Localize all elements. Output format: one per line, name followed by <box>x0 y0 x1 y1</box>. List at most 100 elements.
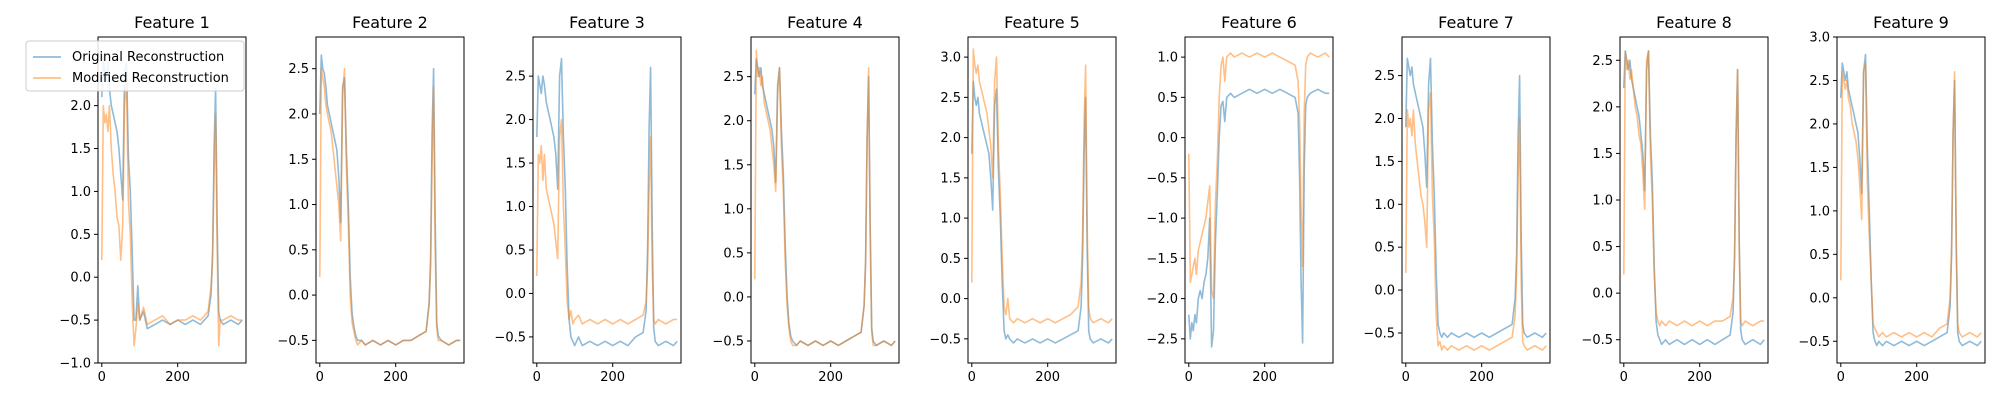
y-tick-label: 0.0 <box>1809 291 1830 306</box>
subplot-title: Feature 1 <box>134 13 210 32</box>
subplot-title: Feature 2 <box>352 13 428 32</box>
y-tick-label: 0.0 <box>1374 284 1395 299</box>
subplot-7: Feature 7 −0.5 0.0 0.5 1.0 1.5 2.0 2.5 0 200 <box>1363 13 1551 385</box>
y-tick-label: 2.5 <box>940 91 961 106</box>
x-tick-label: 200 <box>1035 370 1060 385</box>
x-tick-label: 0 <box>1620 370 1628 385</box>
axes-frame <box>1184 36 1334 364</box>
y-tick-label: 2.0 <box>288 107 309 122</box>
y-tick-label: 2.5 <box>288 62 309 77</box>
x-tick-label: 200 <box>600 370 625 385</box>
y-tick-label: 2.5 <box>1592 54 1613 69</box>
y-tick-label: −1.0 <box>59 357 91 372</box>
y-tick-label: 0.5 <box>1809 248 1830 263</box>
y-tick-label: 1.5 <box>505 157 526 172</box>
y-tick-label: 1.0 <box>505 200 526 215</box>
y-tick-label: −0.5 <box>1798 335 1830 350</box>
y-tick-label: 0.5 <box>723 246 744 261</box>
subplot-6: Feature 6 −2.5 −2.0 −1.5 −1.0 −0.5 0.0 0.5 1.0 0 2… <box>1146 13 1334 385</box>
subplot-title: Feature 9 <box>1873 13 1949 32</box>
x-tick-label: 200 <box>1252 370 1277 385</box>
y-tick-label: 0.5 <box>1592 240 1613 255</box>
y-tick-label: −2.0 <box>1146 292 1178 307</box>
y-tick-label: 1.5 <box>1592 147 1613 162</box>
y-tick-label: −0.5 <box>277 334 309 349</box>
x-tick-label: 0 <box>316 370 324 385</box>
legend-frame <box>25 40 245 92</box>
y-tick-label: 2.0 <box>505 113 526 128</box>
series-modified-line <box>101 79 243 347</box>
y-tick-label: 1.5 <box>940 171 961 186</box>
series-original-line <box>319 54 461 346</box>
x-tick-label: 200 <box>818 370 843 385</box>
y-tick-label: 0.0 <box>70 271 91 286</box>
subplot-3: Feature 3 −0.5 0.0 0.5 1.0 1.5 2.0 2.5 0 200 <box>494 13 682 385</box>
subplot-title: Feature 3 <box>569 13 645 32</box>
axes-frame <box>967 36 1117 364</box>
y-tick-label: 2.5 <box>723 70 744 85</box>
y-tick-label: 2.0 <box>1374 112 1395 127</box>
y-tick-label: 1.5 <box>70 142 91 157</box>
subplot-title: Feature 4 <box>787 13 863 32</box>
axes-frame <box>1836 36 1986 364</box>
y-tick-label: 2.0 <box>1809 117 1830 132</box>
legend-label-original: Original Reconstruction <box>72 50 224 65</box>
y-tick-label: 1.0 <box>1374 198 1395 213</box>
series-modified-line <box>1405 92 1547 351</box>
x-tick-label: 200 <box>1687 370 1712 385</box>
x-tick-label: 0 <box>968 370 976 385</box>
y-tick-label: −0.5 <box>59 314 91 329</box>
subplot-5: Feature 5 −0.5 0.0 0.5 1.0 1.5 2.0 2.5 3.0 0 200 <box>929 13 1117 385</box>
series-modified-line <box>1188 52 1330 300</box>
axes-frame <box>97 36 247 364</box>
y-tick-label: 3.0 <box>940 51 961 66</box>
axes-frame <box>1401 36 1551 364</box>
y-tick-label: 0.0 <box>1592 287 1613 302</box>
y-tick-label: 1.0 <box>1592 194 1613 209</box>
series-original-line <box>536 57 678 347</box>
y-tick-label: 1.5 <box>723 158 744 173</box>
axes-frame <box>532 36 682 364</box>
y-tick-label: 0.5 <box>1157 91 1178 106</box>
y-tick-label: 2.0 <box>1592 100 1613 115</box>
subplot-title: Feature 5 <box>1004 13 1080 32</box>
y-tick-label: 1.5 <box>1374 155 1395 170</box>
y-tick-label: −2.5 <box>1146 332 1178 347</box>
y-tick-label: 2.5 <box>1809 74 1830 89</box>
series-modified-line <box>754 49 896 347</box>
axes-frame <box>750 36 900 364</box>
y-tick-label: 2.0 <box>70 99 91 114</box>
x-tick-label: 200 <box>1469 370 1494 385</box>
subplot-title: Feature 6 <box>1221 13 1297 32</box>
y-tick-label: −0.5 <box>1146 171 1178 186</box>
y-tick-label: 1.0 <box>940 212 961 227</box>
x-tick-label: 0 <box>98 370 106 385</box>
x-tick-label: 0 <box>1837 370 1845 385</box>
y-tick-label: 1.5 <box>288 153 309 168</box>
subplot-title: Feature 7 <box>1438 13 1514 32</box>
y-tick-label: 1.5 <box>1809 161 1830 176</box>
x-tick-label: 0 <box>751 370 759 385</box>
y-tick-label: −0.5 <box>929 332 961 347</box>
series-modified-line <box>536 118 678 325</box>
y-tick-label: 0.5 <box>288 243 309 258</box>
y-tick-label: 1.0 <box>723 202 744 217</box>
y-tick-label: −0.5 <box>1363 326 1395 341</box>
y-tick-label: 2.5 <box>1374 69 1395 84</box>
y-tick-label: 2.0 <box>723 114 744 129</box>
y-tick-label: 0.0 <box>505 287 526 302</box>
y-tick-label: −0.5 <box>712 334 744 349</box>
x-tick-label: 0 <box>1185 370 1193 385</box>
y-tick-label: 3.0 <box>1809 31 1830 46</box>
y-tick-label: −1.5 <box>1146 252 1178 267</box>
legend: Original Reconstruction Modified Reconst… <box>25 40 245 92</box>
subplot-title: Feature 8 <box>1656 13 1732 32</box>
series-modified-line <box>971 48 1113 324</box>
x-tick-label: 200 <box>165 370 190 385</box>
series-modified-line <box>319 67 461 346</box>
y-tick-label: 2.5 <box>505 70 526 85</box>
y-tick-label: 1.0 <box>288 198 309 213</box>
y-tick-label: 0.0 <box>723 290 744 305</box>
y-tick-label: 0.5 <box>1374 241 1395 256</box>
